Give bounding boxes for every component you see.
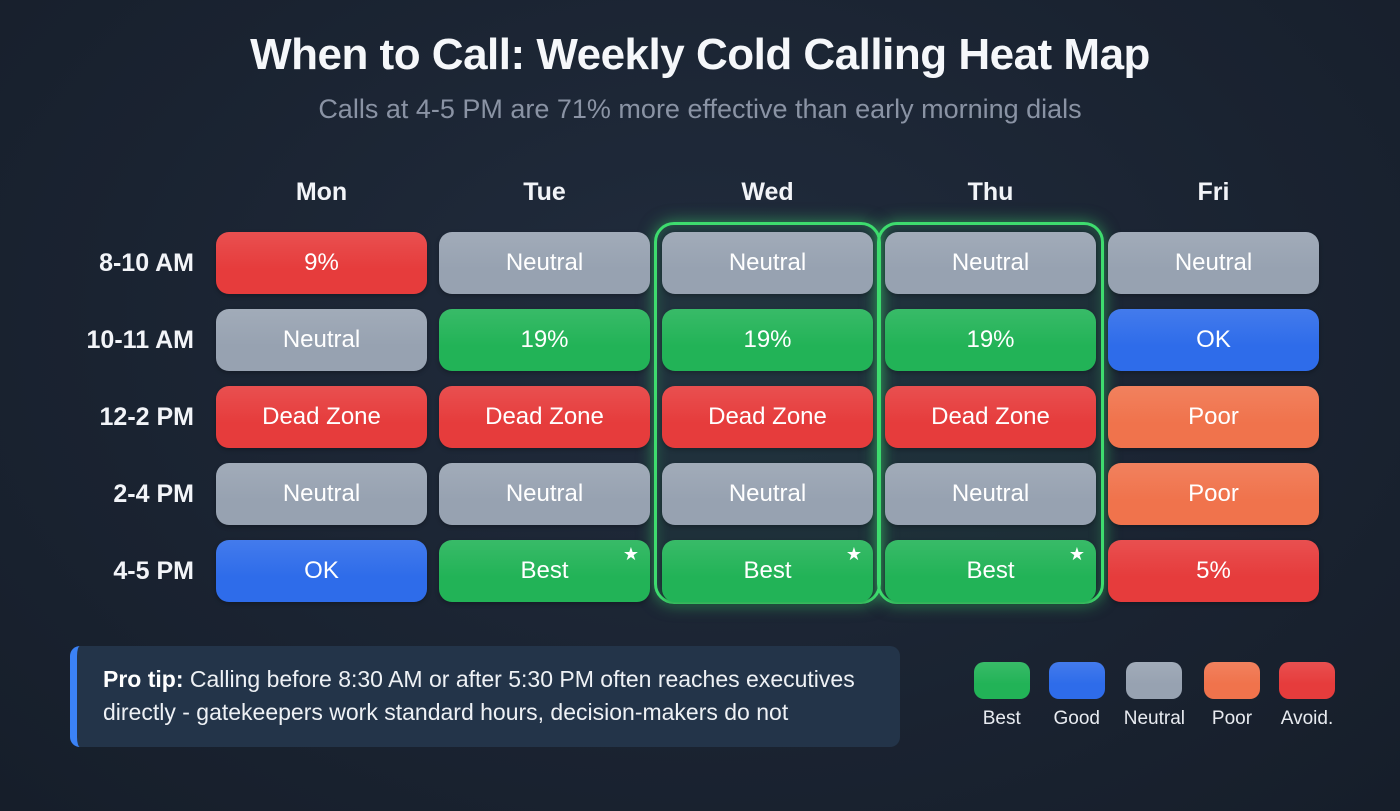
column-header-wed: Wed	[741, 177, 794, 206]
cell-label: Poor	[1188, 403, 1239, 430]
legend-swatch-neutral	[1126, 662, 1183, 700]
star-icon: ★	[622, 544, 639, 564]
column-header-thu: Thu	[967, 177, 1014, 206]
legend-swatch-poor	[1204, 662, 1260, 700]
page-subtitle: Calls at 4-5 PM are 71% more effective t…	[318, 94, 1082, 124]
page-title: When to Call: Weekly Cold Calling Heat M…	[250, 30, 1150, 79]
heatmap-cell: Best ★	[885, 540, 1096, 602]
pro-tip-text: Calling before 8:30 AM or after 5:30 PM …	[103, 666, 855, 726]
heatmap-cell: Dead Zone	[439, 386, 650, 448]
cell-label: Dead Zone	[262, 403, 381, 430]
heatmap-cell: Best ★	[662, 540, 873, 602]
cell-label: 9%	[304, 249, 339, 276]
legend-item: Neutral	[1124, 662, 1185, 730]
cell-label: Neutral	[282, 480, 361, 507]
cell-label: OK	[304, 557, 339, 584]
legend-label: Good	[1053, 708, 1100, 730]
column-header-mon: Mon	[295, 177, 348, 206]
heatmap-cell: OK	[1108, 309, 1319, 371]
column-header-tue: Tue	[523, 177, 566, 206]
cell-label: 19%	[966, 326, 1015, 353]
legend: Best Good Neutral Poor Avoid.	[973, 662, 1335, 730]
heatmap-cell: Dead Zone	[662, 386, 873, 448]
heatmap-cell: Neutral	[662, 232, 873, 294]
legend-swatch-best	[973, 662, 1030, 700]
cell-label: Neutral	[951, 249, 1030, 276]
cell-label: Neutral	[728, 480, 807, 507]
heatmap-grid-area: Mon Tue Wed Thu Fri 8-10 AM 9% Neutral Neutral Ne…	[54, 167, 1344, 604]
cell-label: Best	[966, 557, 1015, 584]
row-label: 12-2 PM	[99, 402, 194, 431]
heatmap-cell: Dead Zone	[885, 386, 1096, 448]
star-icon: ★	[845, 544, 862, 564]
heatmap-cell: 9%	[216, 232, 427, 294]
cell-label: Dead Zone	[485, 403, 604, 430]
legend-item: Best	[973, 662, 1030, 730]
cell-label: Neutral	[728, 249, 807, 276]
heatmap-cell: Dead Zone	[216, 386, 427, 448]
heatmap-cell: 5%	[1108, 540, 1319, 602]
legend-item: Poor	[1204, 662, 1260, 730]
row-label: 4-5 PM	[113, 556, 194, 585]
cell-label: Dead Zone	[708, 403, 827, 430]
legend-label: Poor	[1211, 708, 1253, 730]
legend-item: Avoid.	[1279, 662, 1335, 730]
legend-item: Good	[1048, 662, 1105, 730]
heatmap-cell: Neutral	[885, 232, 1096, 294]
heatmap-cell: Neutral	[439, 232, 650, 294]
legend-label: Neutral	[1123, 708, 1185, 730]
cell-label: 5%	[1196, 557, 1231, 584]
heatmap-grid: Mon Tue Wed Thu Fri 8-10 AM 9% Neutral Neutral Ne…	[54, 167, 1344, 602]
heatmap-cell: 19%	[439, 309, 650, 371]
heatmap-cell: Poor	[1108, 463, 1319, 525]
cell-label: Neutral	[505, 249, 584, 276]
cell-label: Neutral	[505, 480, 584, 507]
legend-label: Avoid.	[1280, 708, 1334, 730]
star-icon: ★	[1068, 544, 1085, 564]
pro-tip-callout: Pro tip: Calling before 8:30 AM or after…	[70, 646, 900, 747]
cell-label: Dead Zone	[931, 403, 1050, 430]
corner-spacer	[54, 167, 204, 217]
legend-swatch-good	[1048, 662, 1105, 700]
cell-label: Neutral	[282, 326, 361, 353]
row-label: 10-11 AM	[86, 325, 194, 354]
cell-label: Best	[743, 557, 792, 584]
heatmap-cell: 19%	[885, 309, 1096, 371]
footer-area: Pro tip: Calling before 8:30 AM or after…	[70, 646, 1335, 747]
cell-label: 19%	[520, 326, 569, 353]
cell-label: OK	[1196, 326, 1231, 353]
heatmap-cell: Neutral	[662, 463, 873, 525]
column-header-fri: Fri	[1197, 177, 1230, 206]
heatmap-cell: OK	[216, 540, 427, 602]
row-label: 2-4 PM	[113, 479, 194, 508]
pro-tip-label: Pro tip:	[103, 666, 184, 692]
cell-label: Poor	[1188, 480, 1239, 507]
heatmap-cell: 19%	[662, 309, 873, 371]
cell-label: Neutral	[1174, 249, 1253, 276]
cell-label: 19%	[743, 326, 792, 353]
heatmap-cell: Neutral	[439, 463, 650, 525]
heatmap-cell: Neutral	[216, 463, 427, 525]
heatmap-cell: Neutral	[885, 463, 1096, 525]
heatmap-cell: Poor	[1108, 386, 1319, 448]
legend-label: Best	[982, 708, 1021, 730]
legend-swatch-avoid	[1279, 662, 1335, 700]
row-label: 8-10 AM	[99, 248, 194, 277]
heatmap-infographic: When to Call: Weekly Cold Calling Heat M…	[0, 30, 1400, 747]
cell-label: Best	[520, 557, 569, 584]
heatmap-cell: Neutral	[216, 309, 427, 371]
heatmap-cell: Best ★	[439, 540, 650, 602]
cell-label: Neutral	[951, 480, 1030, 507]
heatmap-cell: Neutral	[1108, 232, 1319, 294]
